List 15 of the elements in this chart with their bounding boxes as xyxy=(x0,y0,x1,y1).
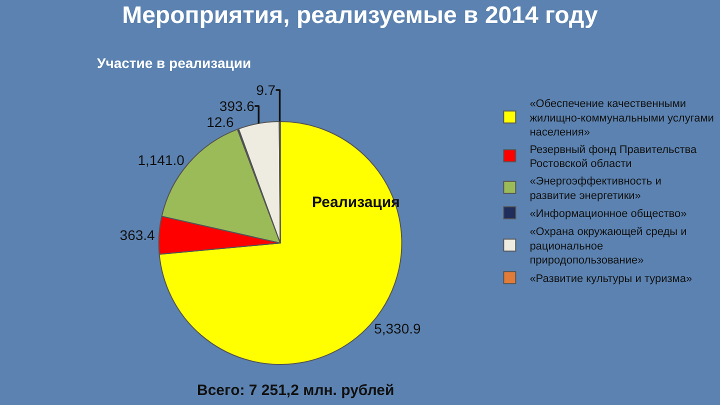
data-label: 1,141.0 xyxy=(138,152,185,168)
legend-label: «Обеспечение качественными жилищно-коммунальными услугами населения» xyxy=(530,98,714,139)
data-label: 12.6 xyxy=(206,114,234,130)
legend-label: Резервный фонд Правительства Ростовской области xyxy=(530,144,698,170)
data-label: 9.7 xyxy=(256,82,276,98)
legend-label: «Развитие культуры и туризма» xyxy=(530,272,692,285)
chart-subtitle: Участие в реализации xyxy=(97,55,252,71)
chart-title: Мероприятия, реализуемые в 2014 году xyxy=(122,2,599,29)
legend-label: «Охрана окружающей среды и рациональное природопользование» xyxy=(530,226,687,267)
data-label: 393.6 xyxy=(219,98,255,114)
data-label: 5,330.9 xyxy=(374,320,422,336)
text: Всего: 7 251,2 млн. рублей xyxy=(197,382,394,399)
legend-label: «Информационное общество» xyxy=(530,208,687,220)
legend-label: «Энергоэффективность и развитие энергетики» xyxy=(530,176,662,202)
data-label: 363.4 xyxy=(120,227,156,244)
